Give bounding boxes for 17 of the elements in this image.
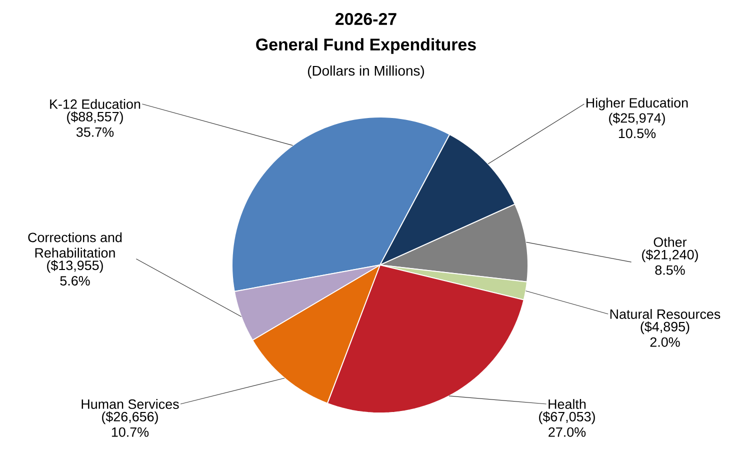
slice-label: Other (654, 237, 687, 247)
slice-label: Human Services (82, 399, 179, 409)
data-label: ($13,955) 5.6% (47, 260, 103, 286)
chart-title: 2026-27 (336, 13, 396, 25)
data-label: ($26,656) 10.7% (102, 411, 158, 437)
slice-label: Health (548, 399, 586, 409)
chart-subtitle: General Fund Expenditures (256, 38, 476, 54)
data-label: ($21,240) 8.5% (642, 249, 698, 275)
slice-label: K-12 Education (50, 99, 140, 109)
slice-label: Corrections and Rehabilitation (28, 232, 122, 258)
slice-label: Higher Education (586, 98, 688, 110)
data-label: ($88,557) 35.7% (67, 111, 123, 137)
data-label: ($25,974) 10.5% (609, 112, 665, 138)
text: (Dollars in Millions) (308, 66, 424, 78)
data-label: ($67,053) 27.0% (539, 411, 595, 437)
slice-label: Natural Resources (610, 309, 720, 319)
data-label: ($4,895) 2.0% (640, 321, 690, 347)
